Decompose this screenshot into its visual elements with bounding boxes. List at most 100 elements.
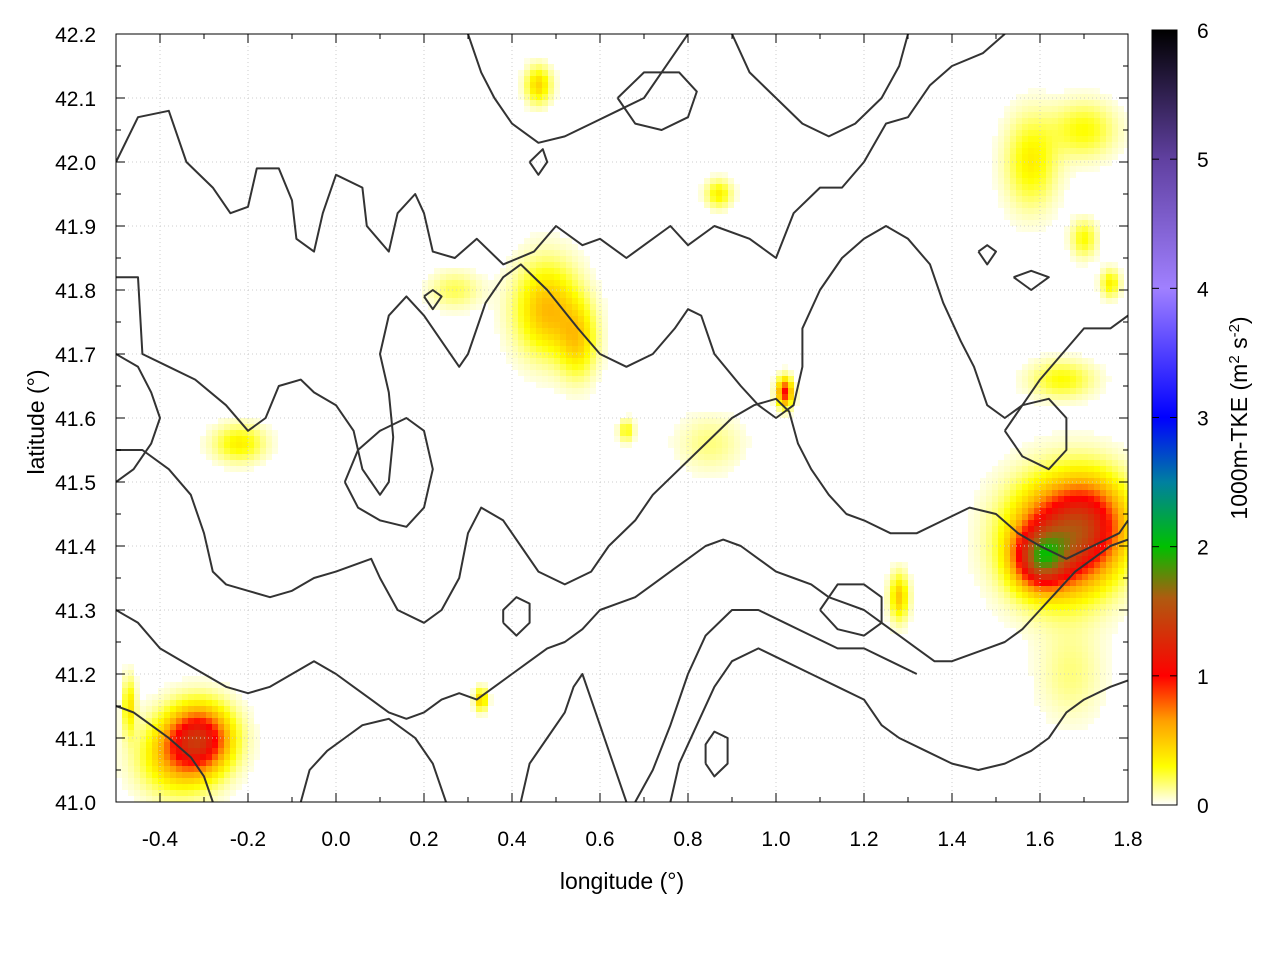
heat-cell-753	[476, 298, 482, 304]
heat-cell-2288	[1034, 640, 1040, 646]
heat-cell-1397	[1028, 448, 1034, 454]
heat-cell-2875	[164, 784, 170, 790]
heat-cell-45	[1094, 88, 1100, 94]
heat-cell-2640	[176, 724, 182, 730]
heat-cell-2613	[200, 718, 206, 724]
heat-cell-519	[572, 244, 578, 250]
heat-cell-1572	[1022, 478, 1028, 484]
heat-cell-1862	[1010, 544, 1016, 550]
heat-cell-1565	[980, 478, 986, 484]
heat-cell-640	[422, 280, 428, 286]
heat-cell-850	[494, 322, 500, 328]
heat-cell-2251	[1112, 622, 1118, 628]
heat-cell-706	[1100, 286, 1106, 292]
heat-cell-893	[530, 334, 536, 340]
heat-cell-162	[1016, 124, 1022, 130]
heat-cell-1012	[1028, 364, 1034, 370]
heat-cell-375	[1010, 184, 1016, 190]
heat-cell-1960	[1094, 562, 1100, 568]
heat-cell-1517	[1022, 466, 1028, 472]
heat-cell-2176	[884, 610, 890, 616]
heat-cell-866	[590, 322, 596, 328]
heat-cell-1234	[686, 424, 692, 430]
heat-cell-701	[578, 286, 584, 292]
heat-cell-333	[992, 172, 998, 178]
heat-cell-2307	[1064, 646, 1070, 652]
heat-cell-341	[1040, 172, 1046, 178]
heat-cell-2853	[158, 778, 164, 784]
heat-cell-1602	[1052, 484, 1058, 490]
heat-cell-730	[542, 292, 548, 298]
heat-cell-1536	[698, 472, 704, 478]
heat-cell-1262	[686, 430, 692, 436]
heat-cell-2661	[128, 730, 134, 736]
heat-cell-1819	[1076, 532, 1082, 538]
heat-cell-2658	[1082, 724, 1088, 730]
heat-cell-1100	[770, 382, 776, 388]
heat-cell-2761	[152, 754, 158, 760]
heat-cell-2428	[158, 688, 164, 694]
heat-cell-22	[554, 76, 560, 82]
heat-cell-1308	[740, 436, 746, 442]
heat-cell-2566	[122, 712, 128, 718]
heat-cell-528	[524, 250, 530, 256]
heat-cell-159	[998, 124, 1004, 130]
heat-cell-1557	[1082, 472, 1088, 478]
heat-cell-1608	[1088, 484, 1094, 490]
heat-cell-2080	[1082, 586, 1088, 592]
heat-cell-1523	[1058, 466, 1064, 472]
heat-cell-1761	[1052, 520, 1058, 526]
heat-cell-93	[530, 106, 536, 112]
heat-cell-2490	[1100, 694, 1106, 700]
heat-cell-1675	[1022, 502, 1028, 508]
heat-cell-2556	[1046, 706, 1052, 712]
heat-cell-2118	[884, 598, 890, 604]
heat-cell-2332	[1046, 658, 1052, 664]
heat-cell-547	[530, 256, 536, 262]
x-tick-label-6: 0.8	[673, 828, 702, 851]
heat-cell-122	[1040, 112, 1046, 118]
heat-cell-1622	[1016, 490, 1022, 496]
heat-cell-2567	[128, 712, 134, 718]
heat-cell-379	[1034, 184, 1040, 190]
heat-cell-2528	[1100, 700, 1106, 706]
heat-cell-2212	[1016, 616, 1022, 622]
heat-cell-1574	[1034, 478, 1040, 484]
heat-cell-2353	[1076, 664, 1082, 670]
heat-cell-2121	[902, 598, 908, 604]
y-tick-label-12: 42.2	[55, 24, 96, 47]
heat-cell-2321	[1064, 652, 1070, 658]
heat-cell-1905	[1106, 550, 1112, 556]
heat-cell-732	[554, 292, 560, 298]
heat-cell-492	[1076, 232, 1082, 238]
heat-cell-566	[530, 262, 536, 268]
heat-cell-220	[1094, 136, 1100, 142]
heat-cell-1351	[746, 442, 752, 448]
heat-cell-976	[566, 358, 572, 364]
heat-cell-1697	[992, 508, 998, 514]
heat-cell-1393	[740, 448, 746, 454]
heat-cell-1111	[1052, 382, 1058, 388]
heat-cell-2301	[1028, 646, 1034, 652]
heat-cell-2253	[896, 628, 902, 634]
heat-cell-890	[512, 334, 518, 340]
heat-cell-1973	[992, 568, 998, 574]
heat-cell-575	[584, 262, 590, 268]
heat-cell-392	[998, 190, 1004, 196]
heat-cell-161	[1010, 124, 1016, 130]
heat-cell-2177	[890, 610, 896, 616]
heat-cell-2174	[1118, 604, 1124, 610]
heat-cell-2215	[1034, 616, 1040, 622]
x-tick-label-4: 0.4	[497, 828, 527, 851]
heat-cell-2137	[1070, 598, 1076, 604]
heat-cell-2264	[1070, 628, 1076, 634]
heat-cell-1807	[1004, 532, 1010, 538]
heat-cell-191	[1058, 130, 1064, 136]
heat-cell-953	[572, 352, 578, 358]
heat-cell-1533	[1118, 466, 1124, 472]
heat-cell-401	[1052, 190, 1058, 196]
heat-cell-432	[1034, 202, 1040, 208]
heat-cell-1855	[968, 544, 974, 550]
heat-cell-630	[566, 274, 572, 280]
